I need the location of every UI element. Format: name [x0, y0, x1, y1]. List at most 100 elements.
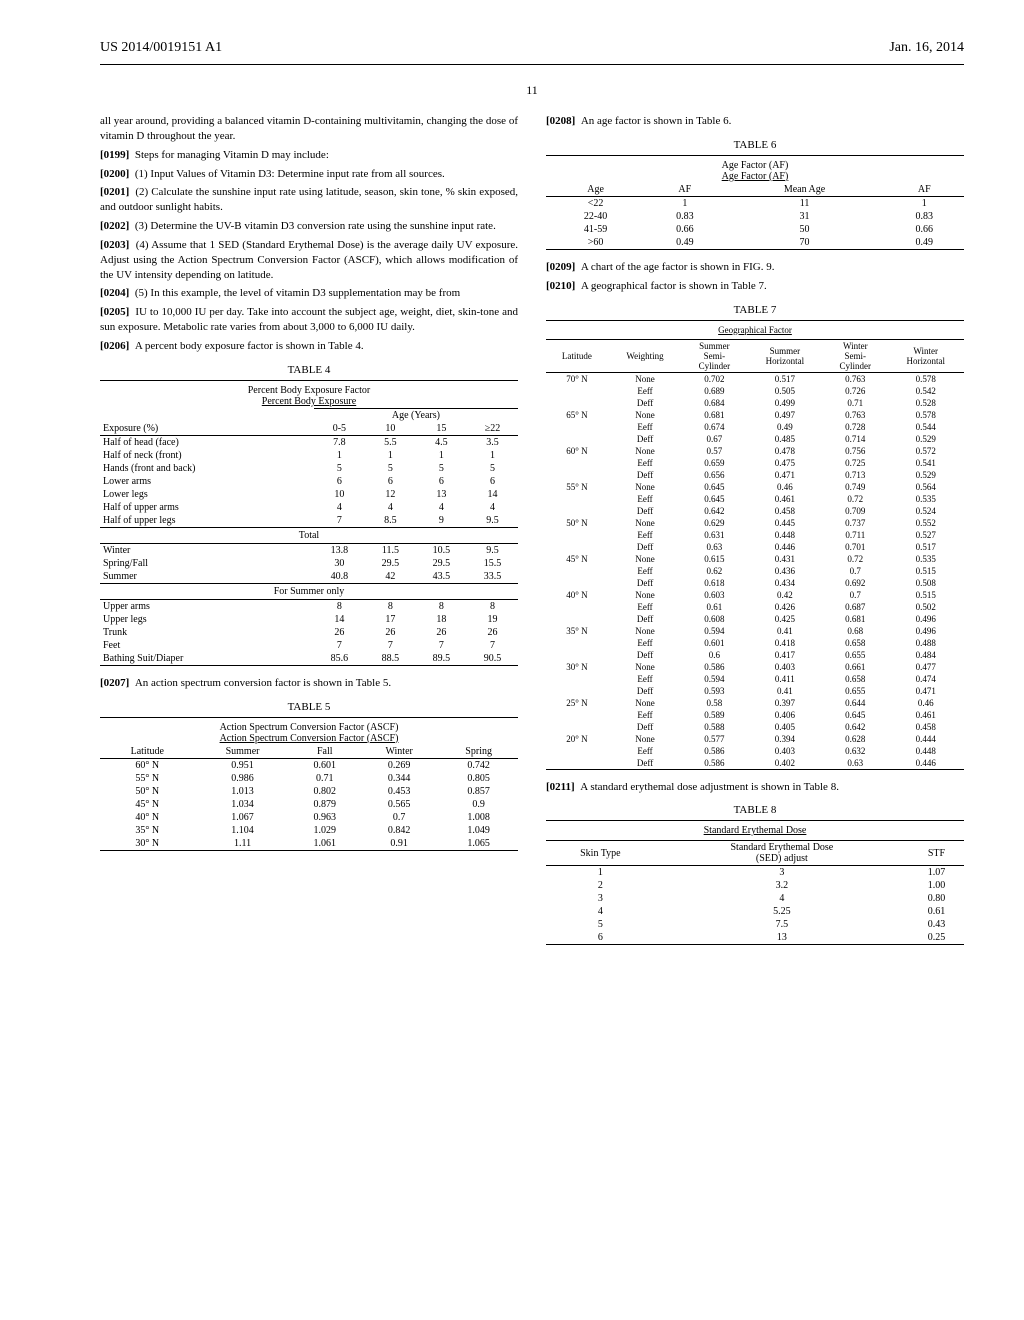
table-cell: 0.674	[682, 421, 746, 433]
table-cell: 0.66	[645, 223, 724, 236]
table-row: Deff0.670.4850.7140.529	[546, 433, 964, 445]
para-num: [0199]	[100, 149, 129, 161]
table-cell: 0.41	[747, 625, 823, 637]
para-num: [0207]	[100, 677, 129, 689]
header-rule	[100, 64, 964, 65]
table-cell: Trunk	[100, 626, 314, 639]
table-cell: 1.049	[439, 824, 518, 837]
col-header: Spring	[439, 745, 518, 759]
table-cell: 0.594	[682, 625, 746, 637]
table-cell: Deff	[608, 505, 682, 517]
table-cell: 41-59	[546, 223, 645, 236]
table-cell: 0.524	[888, 505, 965, 517]
col-header: Skin Type	[546, 841, 655, 866]
table-cell: 60° N	[546, 445, 608, 457]
table-cell: 5	[467, 462, 518, 475]
table-row: Deff0.6080.4250.6810.496	[546, 613, 964, 625]
table-title: Standard Erythemal Dose	[546, 821, 964, 841]
para-text: An age factor is shown in Table 6.	[581, 115, 732, 127]
table-cell	[546, 709, 608, 721]
table-cell: 0.446	[888, 757, 965, 770]
table-cell: 11.5	[365, 543, 416, 557]
table-cell: 0.80	[909, 892, 964, 905]
para-text: (1) Input Values of Vitamin D3: Determin…	[135, 168, 445, 180]
table-cell: 0.601	[291, 758, 360, 772]
table-cell	[546, 565, 608, 577]
table-cell: 4	[546, 905, 655, 918]
para-text: A chart of the age factor is shown in FI…	[581, 261, 775, 273]
col-header: 15	[416, 422, 467, 436]
table-cell: Summer	[100, 570, 314, 584]
para-text: A standard erythemal dose adjustment is …	[580, 781, 839, 793]
table-row: 35° N1.1041.0290.8421.049	[100, 824, 518, 837]
table-cell: 0.418	[747, 637, 823, 649]
table-cell: 14	[467, 488, 518, 501]
table-row: Half of upper legs78.599.5	[100, 514, 518, 528]
table-cell: 0.588	[682, 721, 746, 733]
table-title: Age Factor (AF)Age Factor (AF)	[546, 155, 964, 183]
table-row: 40° NNone0.6030.420.70.515	[546, 589, 964, 601]
table-cell: 20° N	[546, 733, 608, 745]
col-header: AF	[885, 183, 964, 197]
table-cell: Spring/Fall	[100, 557, 314, 570]
table-cell: 0.49	[885, 236, 964, 250]
table-cell: 1.008	[439, 811, 518, 824]
table-cell: 29.5	[365, 557, 416, 570]
table-cell: Half of upper arms	[100, 501, 314, 514]
table-cell: 0.631	[682, 529, 746, 541]
table-cell: 15.5	[467, 557, 518, 570]
table-cell: Deff	[608, 649, 682, 661]
table-8: Standard Erythemal Dose Skin Type Standa…	[546, 820, 964, 945]
table-cell: 0.986	[195, 772, 291, 785]
table-cell: 30	[314, 557, 365, 570]
table-cell: Deff	[608, 577, 682, 589]
page-number: 11	[100, 83, 964, 98]
col-header: Summer	[195, 745, 291, 759]
table-cell: Eeff	[608, 529, 682, 541]
table-cell: 4	[416, 501, 467, 514]
table-cell: 43.5	[416, 570, 467, 584]
col-header: Age	[546, 183, 645, 197]
table-cell: 0.658	[823, 637, 887, 649]
table-cell: Lower arms	[100, 475, 314, 488]
body-text: [0210] A geographical factor is shown in…	[546, 279, 964, 294]
table-cell: None	[608, 661, 682, 673]
body-text: [0203] (4) Assume that 1 SED (Standard E…	[100, 238, 518, 283]
table-cell: Eeff	[608, 385, 682, 397]
table-cell: 0.763	[823, 409, 887, 421]
table-cell: 0.411	[747, 673, 823, 685]
col-header: Exposure (%)	[100, 422, 314, 436]
table-cell: 13	[655, 931, 909, 945]
para-text: (2) Calculate the sunshine input rate us…	[100, 186, 518, 213]
table-cell	[546, 673, 608, 685]
table-cell: 0.448	[747, 529, 823, 541]
table-cell: 0.529	[888, 433, 965, 445]
table-cell: 0.749	[823, 481, 887, 493]
body-text: [0204] (5) In this example, the level of…	[100, 286, 518, 301]
table-row: <221111	[546, 196, 964, 210]
table-cell: 2	[546, 879, 655, 892]
table-cell: 0.46	[888, 697, 965, 709]
table-label: TABLE 4	[100, 364, 518, 376]
table-cell: 0.403	[747, 661, 823, 673]
table-cell: Deff	[608, 757, 682, 770]
table-cell: Winter	[100, 543, 314, 557]
table-cell: 0.62	[682, 565, 746, 577]
table-row: 6130.25	[546, 931, 964, 945]
table-cell: 0.72	[823, 553, 887, 565]
table-cell: 4	[365, 501, 416, 514]
table-cell: 89.5	[416, 652, 467, 666]
table-cell: Deff	[608, 613, 682, 625]
table-row: Half of head (face)7.85.54.53.5	[100, 435, 518, 449]
table-cell: 0.496	[888, 625, 965, 637]
table-cell: 0.42	[747, 589, 823, 601]
table-cell: None	[608, 445, 682, 457]
table-cell: Deff	[608, 469, 682, 481]
table-cell	[546, 469, 608, 481]
table-cell: 0.475	[747, 457, 823, 469]
table-title: Action Spectrum Conversion Factor (ASCF)…	[100, 717, 518, 745]
table-cell	[546, 685, 608, 697]
table-cell: 65° N	[546, 409, 608, 421]
col-header: Latitude	[100, 745, 195, 759]
table-cell: None	[608, 481, 682, 493]
